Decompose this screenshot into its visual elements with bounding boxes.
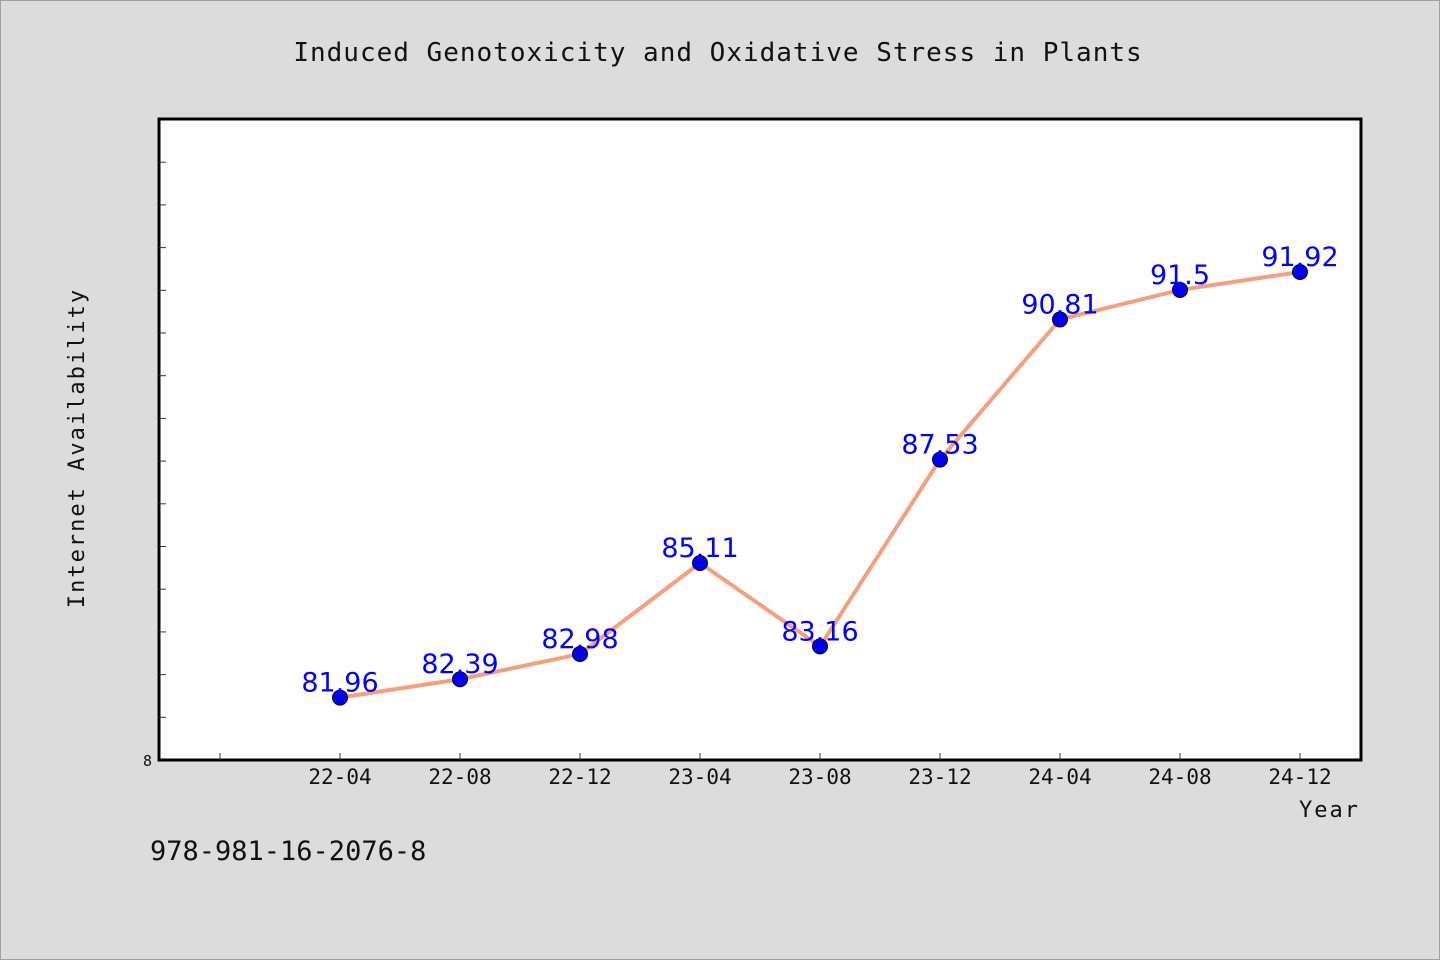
data-point xyxy=(1292,263,1308,280)
data-label: 85.11 xyxy=(661,533,738,564)
x-tick-label: 24-08 xyxy=(1148,765,1211,789)
data-point xyxy=(1052,311,1068,328)
data-point xyxy=(1172,281,1188,298)
data-point xyxy=(932,451,948,468)
data-label: 81.96 xyxy=(301,668,378,699)
x-tick-label: 24-04 xyxy=(1028,765,1091,789)
y-tick-label: 8 xyxy=(143,752,152,770)
y-axis-ticks xyxy=(159,161,166,718)
isbn-text: 978-981-16-2076-8 xyxy=(150,836,427,867)
x-tick-label: 23-04 xyxy=(668,765,731,789)
data-label: 82.39 xyxy=(421,649,498,680)
y-axis-label: Internet Availability xyxy=(65,288,90,608)
data-label: 82.98 xyxy=(541,624,618,655)
data-label: 91.92 xyxy=(1261,242,1338,273)
data-label: 83.16 xyxy=(781,616,858,647)
data-point xyxy=(332,689,348,706)
data-label: 90.81 xyxy=(1021,289,1098,320)
x-tick-label: 24-12 xyxy=(1268,765,1331,789)
data-point xyxy=(812,638,828,655)
x-tick-label: 22-08 xyxy=(428,765,491,789)
data-point xyxy=(692,554,708,571)
x-tick-label: 23-08 xyxy=(788,765,851,789)
x-tick-label: 23-12 xyxy=(908,765,971,789)
data-labels: 81.96 82.39 82.98 85.11 83.16 87.53 90.81 91.5 9… xyxy=(301,242,1338,699)
data-point xyxy=(452,671,468,688)
x-tick-label: 22-04 xyxy=(308,765,371,789)
data-points xyxy=(332,263,1308,706)
chart-title: Induced Genotoxicity and Oxidative Stres… xyxy=(293,38,1142,68)
x-axis-label: Year xyxy=(1299,798,1360,823)
x-tick-label: 22-12 xyxy=(548,765,611,789)
x-axis-ticks: 22-04 22-08 22-12 23-04 23-08 23-12 24-04 24-08… xyxy=(219,753,1332,789)
data-label: 91.5 xyxy=(1150,260,1210,291)
plot-area xyxy=(157,117,1363,762)
data-label: 87.53 xyxy=(901,430,978,461)
data-point xyxy=(572,646,588,663)
